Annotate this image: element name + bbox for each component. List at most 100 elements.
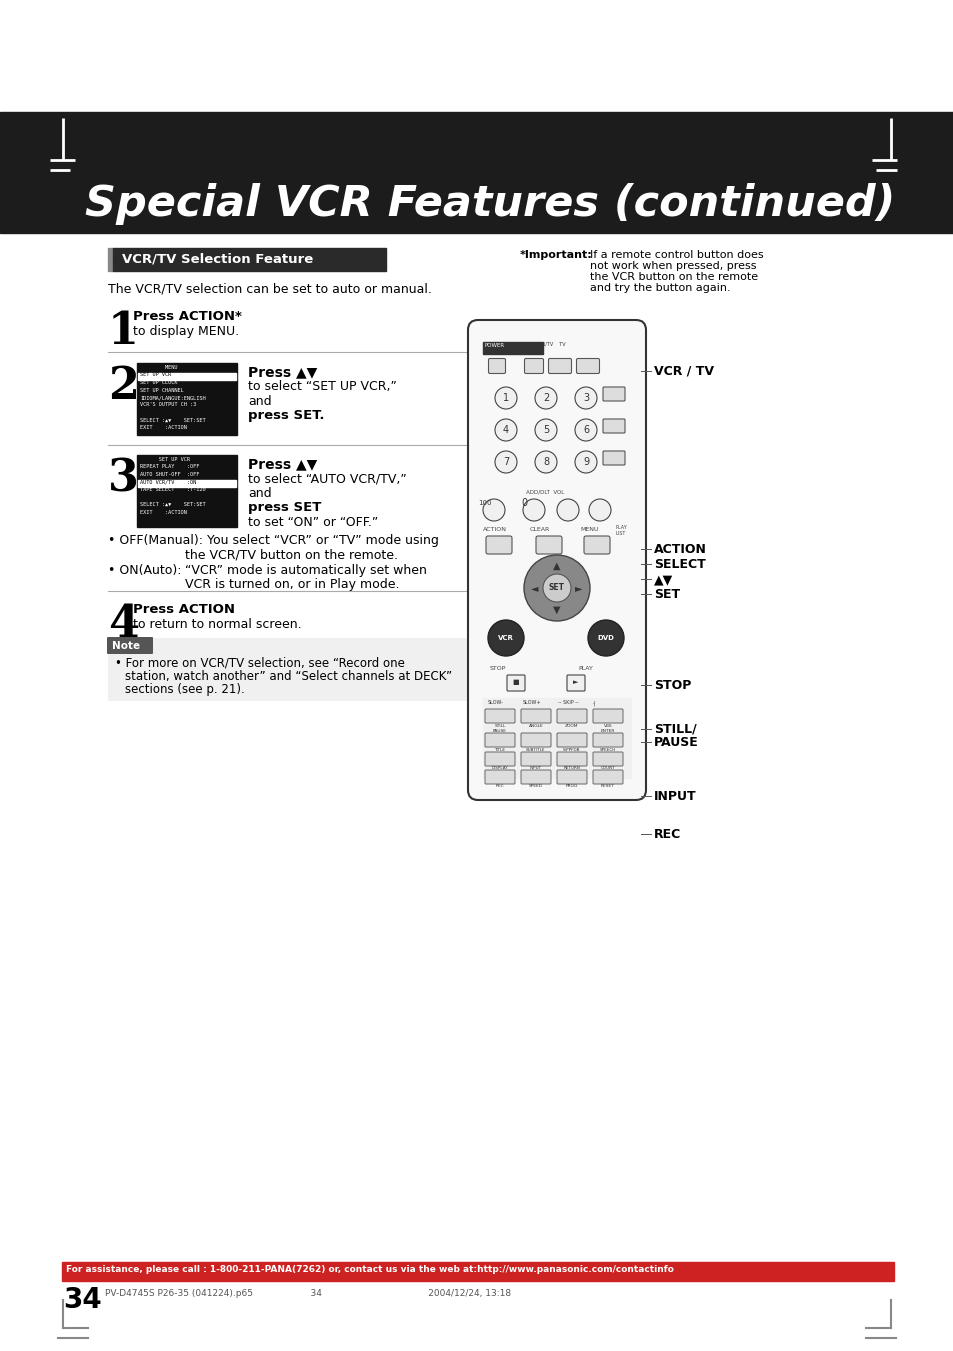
Text: AUTO VCR/TV    :ON: AUTO VCR/TV :ON: [140, 480, 196, 485]
Text: the VCR/TV button on the remote.: the VCR/TV button on the remote.: [185, 549, 397, 561]
Text: SET UP VCR: SET UP VCR: [140, 373, 172, 377]
Text: REC: REC: [654, 828, 680, 842]
Text: COUNT: COUNT: [600, 766, 615, 770]
Text: ▲: ▲: [553, 561, 560, 571]
Text: 9: 9: [582, 457, 588, 467]
Text: to display MENU.: to display MENU.: [132, 326, 239, 338]
Text: TITLE: TITLE: [494, 748, 505, 753]
Text: ▲▼: ▲▼: [654, 573, 673, 586]
Text: 1: 1: [108, 309, 139, 353]
Text: -|: -|: [593, 700, 596, 705]
Text: ▼: ▼: [553, 605, 560, 615]
FancyBboxPatch shape: [548, 358, 571, 373]
Circle shape: [488, 620, 523, 657]
Bar: [108, 249, 112, 272]
FancyBboxPatch shape: [520, 734, 551, 747]
Text: PLAY: PLAY: [578, 666, 592, 671]
Text: VBS
ENTER: VBS ENTER: [600, 724, 615, 732]
Text: *Important:: *Important:: [519, 250, 592, 259]
Circle shape: [495, 419, 517, 440]
Text: 1: 1: [502, 393, 509, 403]
Text: PROG: PROG: [565, 784, 578, 788]
FancyBboxPatch shape: [524, 358, 543, 373]
Text: SPEED: SPEED: [528, 784, 542, 788]
Text: and: and: [248, 394, 272, 408]
Text: EJECT  VCR/TV    TV: EJECT VCR/TV TV: [517, 342, 565, 347]
Text: 3: 3: [108, 457, 139, 500]
Text: Press ACTION: Press ACTION: [132, 603, 234, 616]
Text: sections (see p. 21).: sections (see p. 21).: [125, 684, 245, 696]
Text: 2: 2: [542, 393, 549, 403]
Text: The VCR/TV selection can be set to auto or manual.: The VCR/TV selection can be set to auto …: [108, 282, 432, 295]
Text: VCR: VCR: [497, 635, 514, 640]
FancyBboxPatch shape: [583, 536, 609, 554]
Text: Special VCR Features (continued): Special VCR Features (continued): [85, 182, 894, 226]
Text: 6: 6: [582, 426, 588, 435]
Text: 4: 4: [108, 603, 139, 646]
Text: 100: 100: [477, 500, 491, 507]
FancyBboxPatch shape: [576, 358, 598, 373]
Text: station, watch another” and “Select channels at DECK”: station, watch another” and “Select chan…: [125, 670, 452, 684]
FancyBboxPatch shape: [602, 386, 624, 401]
FancyBboxPatch shape: [520, 770, 551, 784]
Text: -- SKIP --: -- SKIP --: [558, 700, 578, 705]
Text: to select “SET UP VCR,”: to select “SET UP VCR,”: [248, 380, 396, 393]
Text: SELECT :▲▼    SET:SET: SELECT :▲▼ SET:SET: [140, 503, 206, 507]
Text: SET: SET: [548, 584, 564, 593]
Bar: [108, 638, 488, 700]
Text: AUTO SHUT-OFF  :OFF: AUTO SHUT-OFF :OFF: [140, 471, 199, 477]
Text: ACTION: ACTION: [654, 543, 706, 557]
Text: SET UP VCR: SET UP VCR: [140, 457, 190, 462]
Circle shape: [575, 419, 597, 440]
Text: PAUSE: PAUSE: [654, 736, 698, 748]
Text: PLAY
LIST: PLAY LIST: [616, 526, 627, 536]
Text: ◄: ◄: [531, 584, 538, 593]
Text: press SET: press SET: [248, 501, 321, 513]
Text: • For more on VCR/TV selection, see “Record one: • For more on VCR/TV selection, see “Rec…: [115, 657, 404, 670]
Text: to select “AUTO VCR/TV,”: to select “AUTO VCR/TV,”: [248, 471, 406, 485]
Text: SELECT: SELECT: [654, 558, 705, 571]
Circle shape: [575, 451, 597, 473]
Text: SPEECH: SPEECH: [599, 748, 616, 753]
Circle shape: [557, 499, 578, 521]
Bar: [62, 1262, 893, 1281]
FancyBboxPatch shape: [468, 320, 645, 800]
Text: REC: REC: [496, 784, 504, 788]
Text: 0: 0: [520, 499, 526, 508]
FancyBboxPatch shape: [484, 770, 515, 784]
Text: SUBTITLE: SUBTITLE: [526, 748, 545, 753]
FancyBboxPatch shape: [484, 709, 515, 723]
FancyBboxPatch shape: [557, 734, 586, 747]
Text: to return to normal screen.: to return to normal screen.: [132, 617, 301, 631]
FancyBboxPatch shape: [506, 676, 524, 690]
Text: VCR is turned on, or in Play mode.: VCR is turned on, or in Play mode.: [185, 578, 399, 590]
FancyBboxPatch shape: [536, 536, 561, 554]
Text: Press ▲▼: Press ▲▼: [248, 457, 317, 471]
Bar: [112, 249, 386, 272]
Text: CLEAR: CLEAR: [530, 527, 550, 532]
Circle shape: [482, 499, 504, 521]
FancyBboxPatch shape: [593, 753, 622, 766]
Text: Press ▲▼: Press ▲▼: [248, 365, 317, 380]
Text: • OFF(Manual): You select “VCR” or “TV” mode using: • OFF(Manual): You select “VCR” or “TV” …: [108, 534, 438, 547]
Text: SET UP CLOCK: SET UP CLOCK: [140, 380, 177, 385]
Circle shape: [542, 574, 571, 603]
Text: SLOW+: SLOW+: [522, 700, 541, 705]
Text: 2: 2: [108, 365, 139, 408]
Text: RESET: RESET: [600, 784, 615, 788]
FancyBboxPatch shape: [484, 734, 515, 747]
FancyBboxPatch shape: [557, 709, 586, 723]
FancyBboxPatch shape: [107, 638, 152, 654]
Text: STILL/: STILL/: [654, 723, 696, 736]
Text: SET UP CHANNEL: SET UP CHANNEL: [140, 388, 184, 393]
FancyBboxPatch shape: [602, 451, 624, 465]
Bar: [138, 480, 235, 486]
FancyBboxPatch shape: [602, 419, 624, 434]
Circle shape: [588, 499, 610, 521]
Text: DISPLAY: DISPLAY: [491, 766, 508, 770]
Text: not work when pressed, press: not work when pressed, press: [589, 261, 756, 272]
Text: and try the button again.: and try the button again.: [589, 282, 730, 293]
Text: INPUT: INPUT: [529, 766, 541, 770]
Text: ■: ■: [512, 680, 518, 685]
FancyBboxPatch shape: [488, 358, 505, 373]
